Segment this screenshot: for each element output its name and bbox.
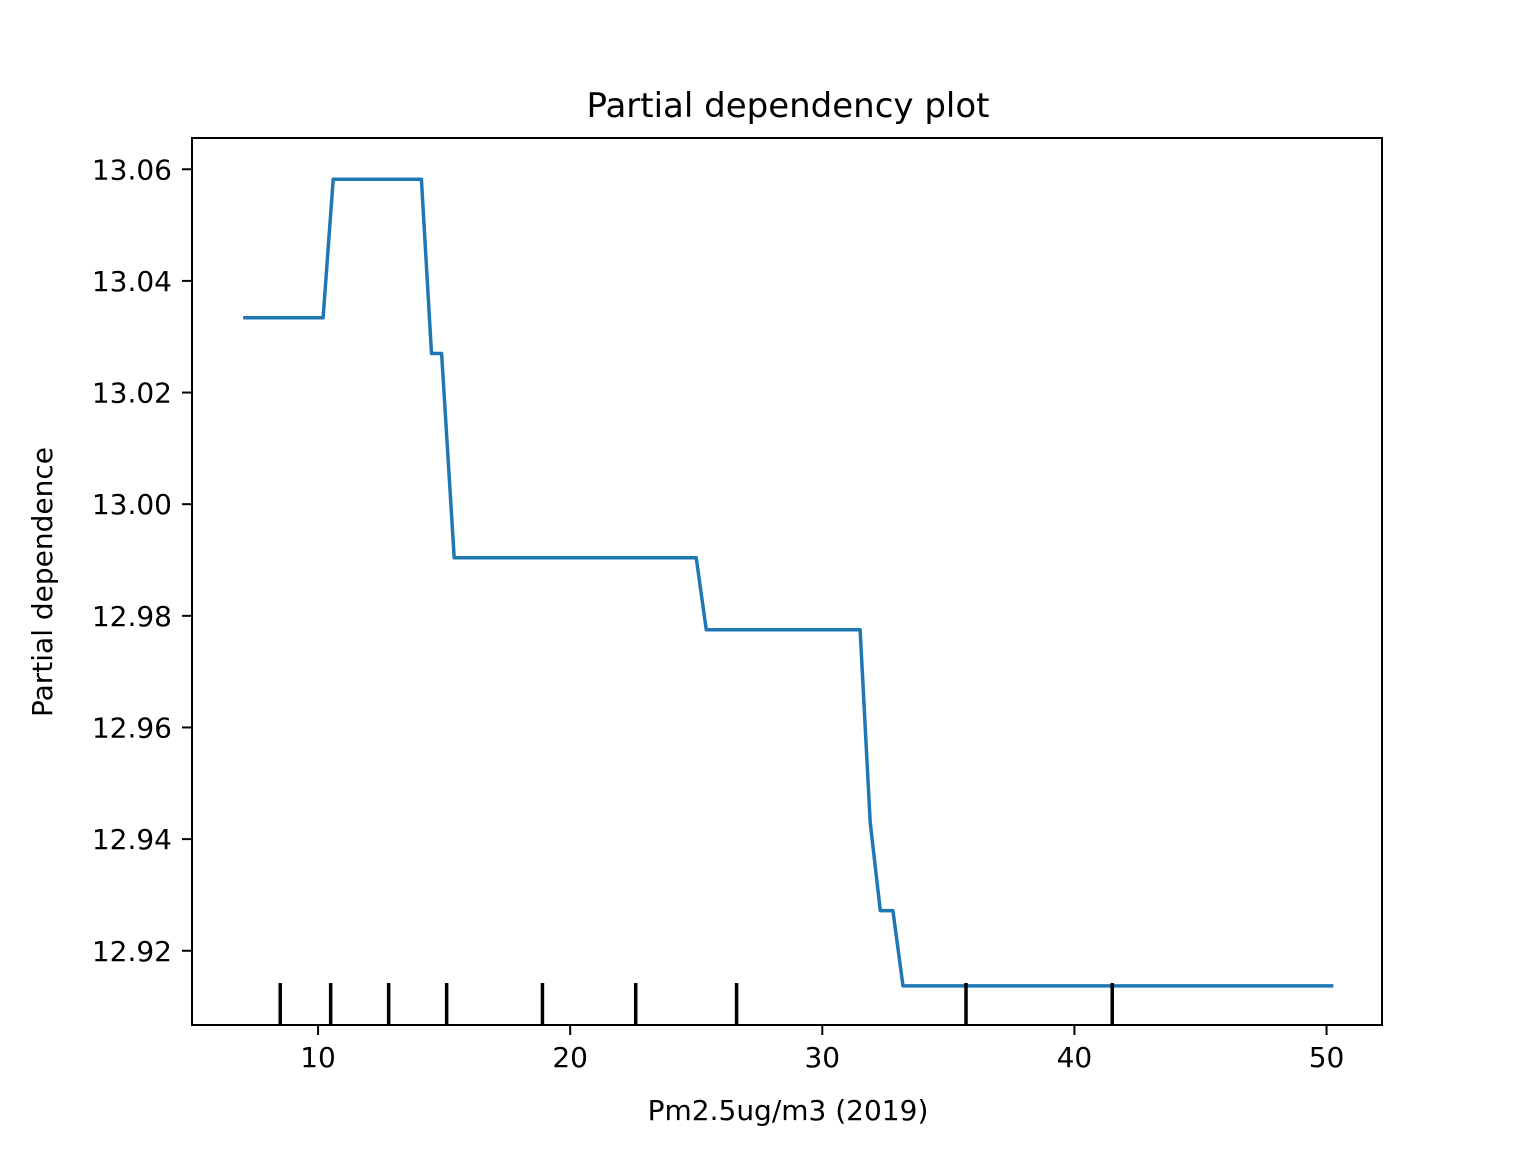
x-tick-label-4: 50 (1309, 1041, 1345, 1074)
x-axis-label: Pm2.5ug/m3 (2019) (648, 1094, 929, 1127)
y-tick-label-3: 12.98 (92, 600, 172, 633)
y-tick-label-5: 13.02 (92, 377, 172, 410)
chart-title: Partial dependency plot (586, 86, 989, 126)
y-tick-label-0: 12.92 (92, 935, 172, 968)
y-axis-label: Partial dependence (26, 447, 59, 717)
y-tick-label-7: 13.06 (92, 153, 172, 186)
y-tick-label-1: 12.94 (92, 823, 172, 856)
y-tick-label-4: 13.00 (92, 488, 172, 521)
x-tick-label-2: 30 (804, 1041, 840, 1074)
plot-area: 10 20 30 40 50 12.92 12.94 12.96 12.98 13.00 13.02… (92, 137, 1383, 1074)
x-tick-label-1: 20 (552, 1041, 588, 1074)
series-line-0 (243, 177, 1334, 988)
y-tick-label-2: 12.96 (92, 711, 172, 744)
y-tick-label-6: 13.04 (92, 265, 172, 298)
axes-frame (191, 137, 1383, 1026)
x-tick-label-0: 10 (300, 1041, 336, 1074)
x-tick-label-3: 40 (1057, 1041, 1093, 1074)
